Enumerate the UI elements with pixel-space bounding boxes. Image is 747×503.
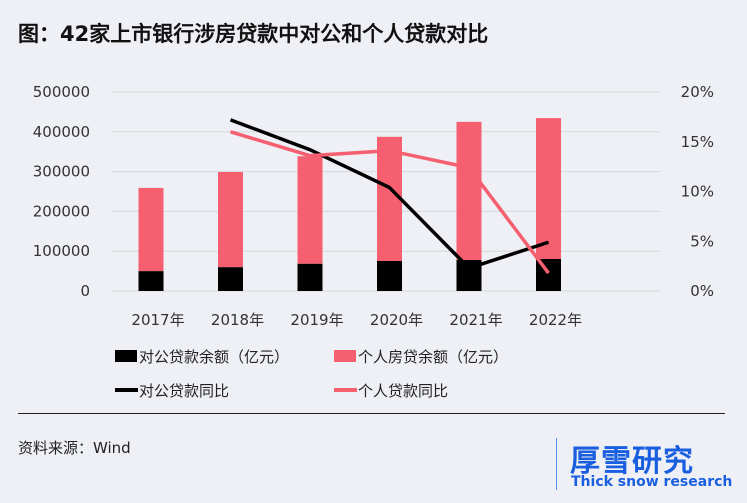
- y-left-tick-label: 200000: [33, 202, 90, 220]
- legend-label: 个人贷款同比: [358, 382, 448, 400]
- y-left-tick-label: 0: [80, 282, 90, 300]
- legend-label: 个人房贷余额（亿元）: [358, 348, 508, 366]
- y-left-tick-label: 100000: [33, 242, 90, 260]
- logo-divider: [556, 438, 557, 490]
- x-tick-label: 2022年: [529, 311, 582, 329]
- chart-title: 图：42家上市银行涉房贷款中对公和个人贷款对比: [18, 22, 489, 46]
- legend-swatch: [115, 350, 137, 362]
- legend-swatch: [334, 350, 356, 362]
- x-tick-label: 2021年: [449, 311, 502, 329]
- line-personal-yoy: [229, 130, 550, 275]
- x-tick-label: 2017年: [131, 311, 184, 329]
- y-right-tick-label: 10%: [681, 183, 714, 201]
- logo-subtext: Thick snow research: [571, 474, 733, 490]
- bar-personal: [377, 136, 402, 261]
- bar-personal: [456, 121, 482, 260]
- y-right-tick-label: 0%: [690, 282, 714, 300]
- bar-corporate: [297, 263, 323, 291]
- x-tick-label: 2018年: [211, 311, 264, 329]
- y-right-tick-label: 5%: [690, 232, 714, 250]
- x-tick-label: 2020年: [370, 311, 423, 329]
- bar-personal: [138, 187, 164, 272]
- y-left-tick-label: 400000: [33, 123, 90, 141]
- source-note: 资料来源：Wind: [18, 439, 131, 457]
- y-left-tick-label: 500000: [33, 83, 90, 101]
- bar-corporate: [377, 260, 402, 291]
- y-right-tick-label: 15%: [681, 133, 714, 151]
- bar-personal: [218, 171, 243, 268]
- chart: 0 100000 200000 300000 400000 500000 0% 5% 10% 15…: [33, 83, 714, 400]
- line-corporate-yoy: [229, 118, 550, 271]
- bar-corporate: [218, 267, 243, 291]
- y-right-tick-label: 20%: [681, 83, 714, 101]
- x-tick-label: 2019年: [290, 311, 343, 329]
- divider: [18, 413, 725, 414]
- legend-label: 对公贷款余额（亿元）: [139, 348, 289, 366]
- y-left-tick-label: 300000: [33, 163, 90, 181]
- bar-corporate: [138, 271, 164, 291]
- logo-text: 厚雪研究: [570, 444, 694, 479]
- legend-label: 对公贷款同比: [139, 382, 229, 400]
- bar-personal: [536, 118, 561, 260]
- bar-personal: [297, 156, 323, 264]
